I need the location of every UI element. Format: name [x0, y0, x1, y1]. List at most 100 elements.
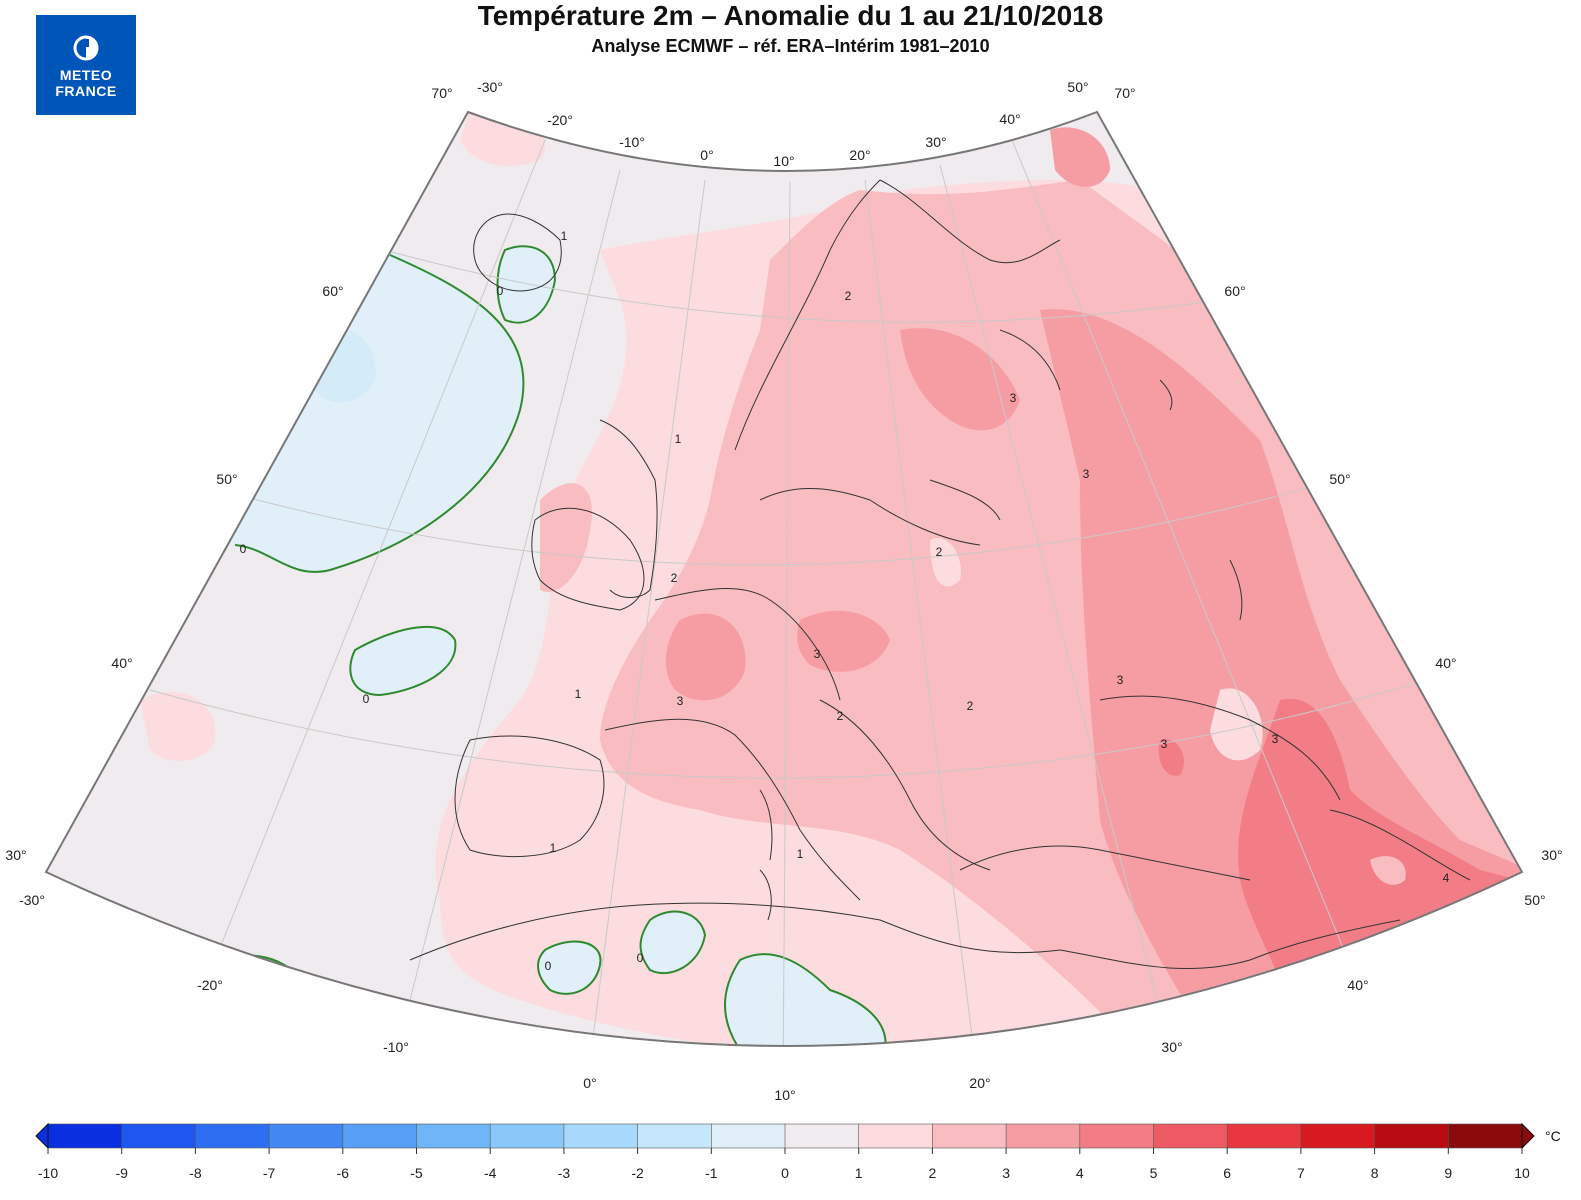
anomaly-zone-3-4d	[797, 610, 890, 672]
logo-text-line2: FRANCE	[55, 83, 117, 99]
legend-color-swatch	[637, 1123, 713, 1149]
top-lon-label: 10°	[773, 153, 794, 169]
top-lon-label: 50°	[1067, 79, 1088, 95]
legend-color-swatch	[489, 1123, 565, 1149]
map-domain-outline	[44, 110, 1524, 1047]
contour-label: 2	[936, 545, 943, 559]
legend-tick-label: 7	[1297, 1165, 1305, 1181]
contour-label: 3	[1272, 732, 1279, 746]
legend-color-swatch	[1374, 1123, 1450, 1149]
bottom-lon-label: -20°	[197, 977, 223, 993]
right-lat-label: 70°	[1114, 85, 1135, 101]
legend-tick-label: -8	[189, 1165, 202, 1181]
legend-color-swatch	[1448, 1123, 1523, 1149]
zero-contour-c	[349, 626, 457, 697]
legend-color-swatch	[268, 1123, 344, 1149]
anomaly-zone-4-5-light	[1370, 856, 1406, 885]
contour-label: 0	[363, 692, 370, 706]
legend-tick-label: -5	[410, 1165, 423, 1181]
bottom-lon-label: 30°	[1161, 1039, 1182, 1055]
contour-label: 0	[637, 951, 644, 965]
legend-color-bar	[35, 1122, 1535, 1150]
meteo-france-logo-icon	[73, 35, 99, 61]
anomaly-zone-light-b	[1210, 688, 1263, 761]
legend-color-swatch	[563, 1123, 639, 1149]
legend-color-swatch	[1153, 1123, 1228, 1149]
legend-tick-label: 5	[1150, 1165, 1158, 1181]
contour-labels: 0 0 0 0 0 1 1 1 1 1 2 2 2 2 2 3 3 3 3 3 3 3 4	[240, 229, 1450, 973]
zero-contour-a	[234, 254, 525, 573]
contour-label: 2	[837, 709, 844, 723]
graticule-labels: -30°-20°-10°0° 10° 20°30°40°50°-30°-20°-10…	[5, 79, 1562, 1103]
legend-tick-label: -6	[337, 1165, 350, 1181]
legend-color-swatch	[47, 1123, 123, 1149]
left-lat-label: 70°	[431, 85, 452, 101]
legend-tick-label: -4	[484, 1165, 497, 1181]
bottom-lon-label: 0°	[583, 1075, 596, 1091]
anomaly-zone-neg-c	[350, 626, 456, 695]
bottom-lon-label: 10°	[774, 1087, 795, 1103]
contour-label: 1	[575, 687, 582, 701]
left-lat-label: 30°	[5, 847, 26, 863]
legend-color-swatch	[1005, 1123, 1081, 1149]
legend-tick-label: 1	[855, 1165, 863, 1181]
bottom-lon-label: -30°	[19, 892, 45, 908]
bottom-lon-label: -10°	[383, 1039, 409, 1055]
graticule	[149, 134, 1421, 1046]
legend-tick-label: 3	[1002, 1165, 1010, 1181]
legend-color-swatch	[784, 1123, 860, 1149]
right-lat-label: 30°	[1541, 847, 1562, 863]
legend-tick-label: 8	[1371, 1165, 1379, 1181]
contour-label: 2	[967, 699, 974, 713]
legend-color-swatch	[195, 1123, 270, 1149]
anomaly-zone-neg-b	[497, 246, 555, 323]
contour-label: 3	[1010, 391, 1017, 405]
contour-label: 2	[845, 289, 852, 303]
legend-tick-label: 9	[1444, 1165, 1452, 1181]
legend-unit-label: °C	[1545, 1128, 1561, 1144]
contour-label: 3	[1161, 737, 1168, 751]
contour-label: 1	[675, 432, 682, 446]
legend-max-arrow	[1521, 1122, 1535, 1150]
meteo-france-logo: METEO FRANCE	[36, 15, 136, 115]
coastlines	[409, 179, 1471, 970]
contour-label: 3	[1083, 467, 1090, 481]
top-lon-label: 20°	[849, 147, 870, 163]
legend-tick-labels: -10 -9 -8 -7 -6 -5 -4 -3 -2 -1 0 1 2 3 4 5 6 7 8 9 10	[38, 1148, 1530, 1181]
right-lat-label: 60°	[1224, 283, 1245, 299]
bottom-lon-label: 20°	[969, 1075, 990, 1091]
anomaly-zone-neg-d	[538, 941, 601, 994]
legend-tick-label: -9	[115, 1165, 128, 1181]
contour-label: 3	[677, 694, 684, 708]
right-lat-label: 40°	[1435, 655, 1456, 671]
contour-label: 2	[671, 571, 678, 585]
logo-text-line1: METEO	[59, 67, 113, 83]
contour-label: 0	[240, 542, 247, 556]
legend-tick-label: 4	[1076, 1165, 1084, 1181]
top-lon-label: 0°	[700, 147, 713, 163]
legend-tick-label: 6	[1223, 1165, 1231, 1181]
contour-label: 3	[814, 647, 821, 661]
legend-color-swatch	[121, 1123, 197, 1149]
anomaly-zone-3-4b	[900, 328, 1020, 431]
zero-contour-e	[639, 910, 707, 975]
legend-tick-label: -3	[558, 1165, 571, 1181]
contour-label: 0	[545, 959, 552, 973]
legend-min-arrow	[35, 1122, 49, 1150]
map-subtitle: Analyse ECMWF – réf. ERA–Intérim 1981–20…	[591, 36, 990, 56]
legend-tick-label: -2	[631, 1165, 644, 1181]
legend-tick-label: 0	[781, 1165, 789, 1181]
anomaly-zone-3-4c	[665, 613, 746, 701]
top-lon-label: -10°	[619, 134, 645, 150]
zero-contour-b	[496, 245, 557, 324]
legend-color-swatch	[1300, 1123, 1376, 1149]
legend-color-swatch	[858, 1123, 934, 1149]
contour-label: 1	[797, 847, 804, 861]
legend-color-swatch	[710, 1123, 786, 1149]
legend-tick-label: -10	[38, 1165, 58, 1181]
anomaly-zone-4-5b	[1158, 739, 1184, 776]
anomaly-zone-1-2b	[140, 692, 216, 761]
bottom-lon-label: 40°	[1347, 977, 1368, 993]
legend-color-swatch	[416, 1123, 491, 1149]
zero-contour-f	[724, 953, 887, 1046]
